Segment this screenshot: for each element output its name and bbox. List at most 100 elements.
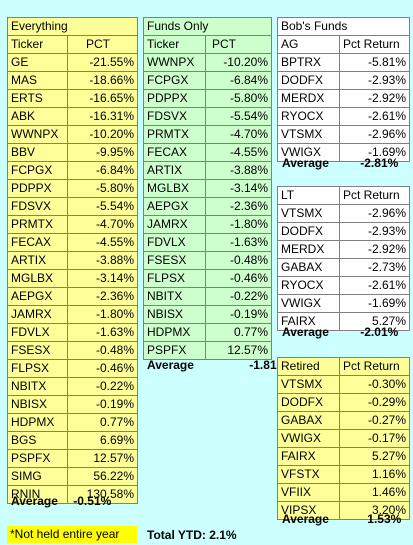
ticker-cell: PDPPX [143,89,206,108]
ticker-cell: NBITX [7,377,68,396]
funds-table: Funds Only Ticker PCT WWNPX -10.20% FCPGX -… [142,17,273,360]
pct-cell: 0.77% [66,413,139,432]
table-row: FSESX -0.48% [143,251,273,270]
pct-cell: -2.36% [204,197,273,216]
ticker-cell: PSPFX [7,449,68,468]
ticker-cell: FAIRX [277,312,340,331]
everything-col-pct: PCT [66,35,139,54]
pct-cell: -2.93% [339,222,410,241]
pct-cell: -5.54% [66,197,139,216]
table-row: PSPFX 12.57% [143,341,273,360]
bobs-panel: Bob's Funds AG Pct Return BPTRX -5.81% DOD… [276,17,411,162]
table-row: ABK -16.31% [7,107,139,126]
bobs-lt-average-value: -2.01% [360,325,399,339]
bobs-lt-panel: LT Pct Return VTSMX -2.96% DODFX -2.93% MERD… [277,186,410,331]
table-row: MGLBX -3.14% [7,269,139,288]
table-row: FDVLX -1.63% [143,233,273,252]
pct-cell: 6.69% [66,431,139,450]
table-row: NBITX -0.22% [7,377,139,396]
table-row: HDPMX 0.77% [7,413,139,432]
ticker-cell: HDPMX [143,323,206,342]
table-row: RYOCX -2.61% [277,107,411,126]
table-row: MERDX -2.92% [277,89,411,108]
ticker-cell: FLPSX [7,359,68,378]
funds-panel: Funds Only Ticker PCT WWNPX -10.20% FCPGX -… [142,17,273,360]
ticker-cell: PSPFX [143,341,206,360]
table-row: FDVLX -1.63% [7,323,139,342]
ticker-cell: JAMRX [143,215,206,234]
pct-cell: 1.16% [339,465,410,484]
pct-cell: -6.84% [66,161,139,180]
ticker-cell: JAMRX [7,305,68,324]
everything-table: Everything Ticker PCT GE -21.55% MAS -18.66… [6,17,139,504]
pct-cell: -3.88% [204,161,273,180]
table-row: FAIRX 5.27% [277,312,410,331]
bobs-ag-average-value: -2.81% [360,156,399,170]
table-row: RYOCX -2.61% [277,276,410,295]
funds-average-label: Average [147,358,194,372]
pct-cell: -0.22% [204,287,273,306]
ticker-cell: NBISX [143,305,206,324]
ticker-cell: GABAX [277,411,340,430]
bobs-lt-average: Average -2.01% [282,325,398,339]
ticker-cell: FDVLX [143,233,206,252]
ticker-cell: SIMG [7,467,68,486]
bobs-ag-col-pct: Pct Return [338,35,411,54]
table-row: PSPFX 12.57% [7,449,139,468]
ticker-cell: ARTIX [143,161,206,180]
ticker-cell: FLPSX [143,269,206,288]
bobs-lt-table: LT Pct Return VTSMX -2.96% DODFX -2.93% MERD… [277,186,410,331]
table-row: FECAX -4.55% [7,233,139,252]
table-row: ARTIX -3.88% [7,251,139,270]
ticker-cell: FSESX [7,341,68,360]
ticker-cell: VFIIX [277,483,340,502]
funds-average: Average -1.81% [147,358,287,372]
ticker-cell: FCPGX [7,161,68,180]
pct-cell: -6.84% [204,71,273,90]
table-row: FCPGX -6.84% [143,71,273,90]
pct-cell: -2.96% [338,125,411,144]
table-row: RNIN 130.58% [7,485,139,504]
table-row: VWIGX -1.69% [277,294,410,313]
table-row: BBV -9.95% [7,143,139,162]
table-row: NBISX -0.19% [7,395,139,414]
pct-cell: -2.61% [338,107,411,126]
bobs-retired-panel: Retired Pct Return VTSMX -0.30% DODFX -0.29… [277,357,410,520]
bobs-lt-average-label: Average [282,325,329,339]
ticker-cell: PRMTX [143,125,206,144]
table-row: GE -21.55% [7,53,139,72]
ticker-cell: ERTS [7,89,68,108]
table-row: NBITX -0.22% [143,287,273,306]
table-row: FAIRX 5.27% [277,447,410,466]
pct-cell: -1.63% [66,323,139,342]
pct-cell: -5.54% [204,107,273,126]
table-row: ERTS -16.65% [7,89,139,108]
ticker-cell: WWNPX [143,53,206,72]
pct-cell: 5.27% [339,447,410,466]
ticker-cell: AEPGX [7,287,68,306]
ticker-cell: ARTIX [7,251,68,270]
table-row: BPTRX -5.81% [277,53,411,72]
pct-cell: -2.96% [339,204,410,223]
everything-average-label: Average [11,494,58,508]
ticker-cell: GE [7,53,68,72]
table-row: HDPMX 0.77% [143,323,273,342]
table-row: VTSMX -0.30% [277,375,410,394]
bobs-ag-average: Average -2.81% [282,156,398,170]
table-row: MAS -18.66% [7,71,139,90]
pct-cell: -0.30% [339,375,410,394]
table-row: PRMTX -4.70% [143,125,273,144]
bobs-retired-table: Retired Pct Return VTSMX -0.30% DODFX -0.29… [277,357,410,520]
bobs-retired-col-ticker: Retired [277,357,340,376]
ticker-cell: DODFX [277,222,340,241]
pct-cell: -21.55% [66,53,139,72]
pct-cell: -1.69% [338,143,411,162]
pct-cell: -0.17% [339,429,410,448]
ticker-cell: NBITX [143,287,206,306]
ticker-cell: VIPSX [277,501,340,520]
everything-title: Everything [6,17,139,36]
table-row: FSESX -0.48% [7,341,139,360]
pct-cell: -0.19% [204,305,273,324]
total-ytd-value: 2.1% [209,528,237,542]
pct-cell: -1.80% [204,215,273,234]
